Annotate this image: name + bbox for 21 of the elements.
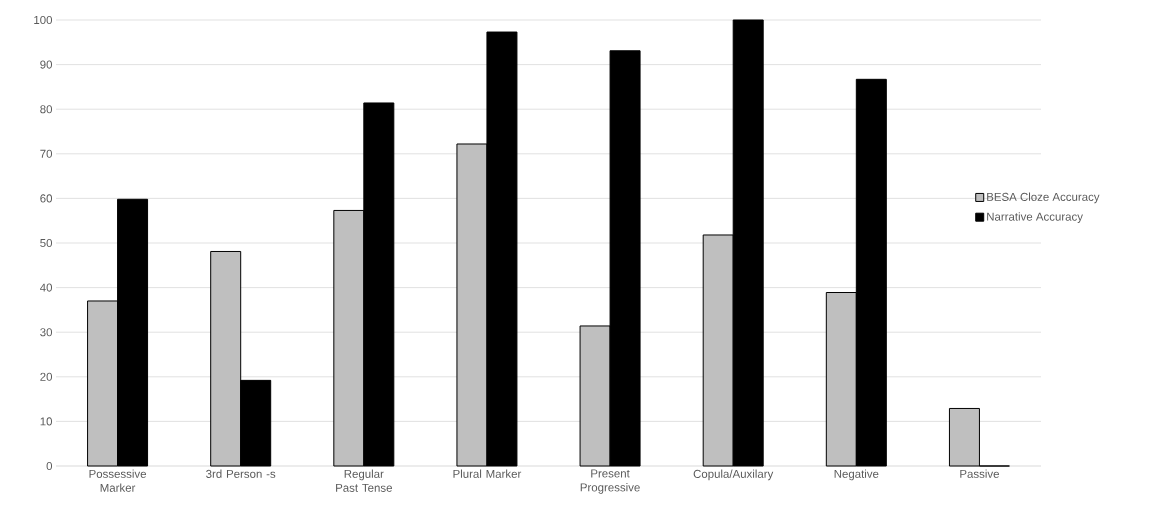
y-tick-label: 30: [40, 328, 53, 337]
x-tick-label: Possessive Marker: [89, 469, 147, 492]
x-tick-label: 3rd Person -s: [206, 469, 276, 478]
y-tick-label: 60: [40, 194, 53, 203]
y-tick-label: 90: [40, 60, 53, 69]
y-tick-label: 80: [40, 105, 53, 114]
x-tick-label: Present Progressive: [580, 469, 640, 494]
y-tick-label: 10: [40, 417, 53, 426]
legend-label: Narrative Accuracy: [987, 212, 1083, 223]
y-tick-label: 40: [40, 283, 53, 292]
y-tick-label: 20: [40, 372, 53, 381]
y-tick-label: 50: [40, 238, 53, 248]
x-tick-label: Negative: [834, 469, 879, 481]
x-tick-label: Plural Marker: [453, 469, 522, 478]
x-tick-label: Copula/Auxilary: [693, 469, 774, 481]
x-tick-label: Regular Past Tense: [336, 469, 392, 492]
x-tick-label: Passive: [960, 469, 999, 478]
y-tick-label: 100: [34, 15, 53, 25]
legend-label: BESA Cloze Accuracy: [987, 192, 1100, 204]
y-tick-label: 70: [40, 149, 53, 158]
y-tick-label: 0: [46, 461, 53, 471]
